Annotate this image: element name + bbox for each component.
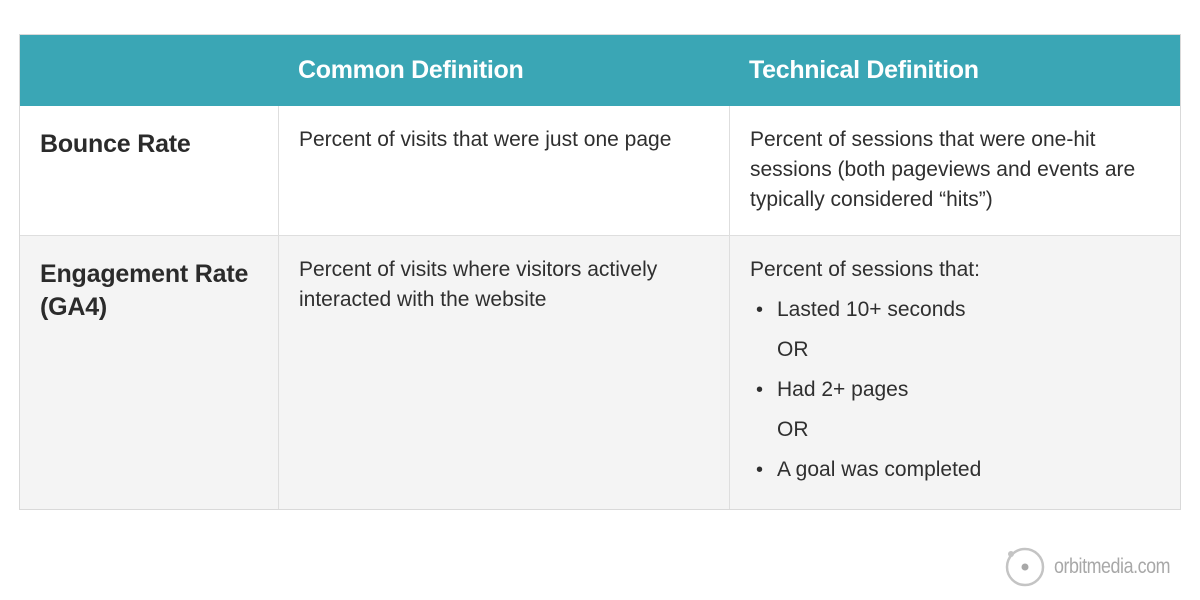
header-technical-definition: Technical Definition <box>749 56 979 84</box>
technical-definition-cell: Percent of sessions that were one-hit se… <box>729 106 1180 235</box>
orbitmedia-logo: orbitmedia.com <box>1005 545 1191 589</box>
orbit-circle-icon <box>1005 547 1045 587</box>
header-common-definition: Common Definition <box>298 56 524 84</box>
list-item-or: OR <box>777 338 809 361</box>
definitions-table: Common Definition Technical Definition B… <box>19 34 1181 510</box>
table-row-engagement-rate: Engagement Rate (GA4) Percent of visits … <box>20 236 1180 509</box>
technical-criteria-list: Lasted 10+ seconds OR Had 2+ pages OR A … <box>750 290 1162 490</box>
table-row-bounce-rate: Bounce Rate Percent of visits that were … <box>20 106 1180 236</box>
common-definition-cell: Percent of visits that were just one pag… <box>278 106 729 235</box>
list-item: A goal was completed <box>750 450 1162 490</box>
technical-definition-cell: Percent of sessions that: Lasted 10+ sec… <box>729 236 1180 509</box>
common-definition-cell: Percent of visits where visitors activel… <box>278 236 729 509</box>
logo-text: orbitmedia.com <box>1054 555 1171 578</box>
list-item: Lasted 10+ seconds <box>750 290 1162 330</box>
list-item: Had 2+ pages <box>750 370 1162 410</box>
row-label: Bounce Rate <box>40 130 191 158</box>
row-label: Engagement Rate (GA4) <box>40 260 249 321</box>
table-header-row: Common Definition Technical Definition <box>20 35 1180 106</box>
technical-intro: Percent of sessions that: <box>750 258 980 281</box>
list-item-or: OR <box>777 418 809 441</box>
